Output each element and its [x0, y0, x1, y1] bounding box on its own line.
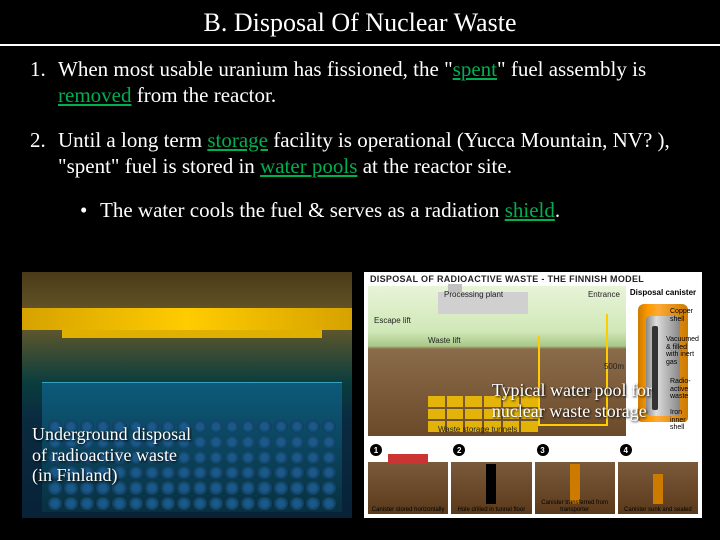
bullet-text: The water cools the fuel & serves as a r…	[100, 197, 690, 223]
label-copper: Copper shell	[670, 308, 696, 323]
step-number: 2	[453, 444, 465, 456]
canister-title: Disposal canister	[628, 286, 698, 297]
crane-beam	[22, 308, 352, 330]
keyword-waterpools: water pools	[260, 154, 357, 178]
step-caption: Canister transferred from transporter	[537, 500, 613, 513]
item-number: 1.	[30, 56, 58, 109]
step-4: 4 Canister sunk and sealed	[618, 442, 698, 514]
step-1: 1 Canister stored horizontally	[368, 442, 448, 514]
keyword-storage: storage	[207, 128, 268, 152]
truck-icon	[388, 454, 428, 464]
list-item-1: 1. When most usable uranium has fissione…	[30, 56, 690, 109]
step-number: 1	[370, 444, 382, 456]
figures-area: Underground disposal of radioactive wast…	[22, 272, 702, 532]
content-area: 1. When most usable uranium has fissione…	[0, 46, 720, 223]
bullet-item: • The water cools the fuel & serves as a…	[80, 197, 690, 223]
label-escape: Escape lift	[374, 316, 411, 325]
step-2: 2 Hole drilled in tunnel floor	[451, 442, 531, 514]
step-number: 4	[620, 444, 632, 456]
bullet-mark: •	[80, 197, 100, 223]
canister-drop-icon	[570, 464, 580, 504]
label-storage-tunnels: Waste storage tunnels	[438, 425, 517, 434]
keyword-shield: shield	[505, 198, 555, 222]
sealed-icon	[653, 474, 663, 504]
label-vacuum: Vacuumed & filled with inert gas	[666, 336, 696, 367]
hole-icon	[486, 464, 496, 504]
label-processing: Processing plant	[444, 290, 503, 299]
label-depth: 500m	[604, 362, 624, 371]
label-iron: Iron inner shell	[670, 409, 696, 432]
keyword-spent: spent	[453, 57, 497, 81]
list-item-2: 2. Until a long term storage facility is…	[30, 127, 690, 180]
step-number: 3	[537, 444, 549, 456]
label-entrance: Entrance	[588, 290, 620, 299]
step-3: 3 Canister transferred from transporter	[535, 442, 615, 514]
label-wastelift: Waste lift	[428, 336, 461, 345]
pool-photo: Underground disposal of radioactive wast…	[22, 272, 352, 518]
step-caption: Canister sunk and sealed	[620, 507, 696, 513]
label-radioactive: Radio-active waste	[670, 378, 696, 401]
photo-caption: Underground disposal of radioactive wast…	[32, 424, 191, 486]
step-caption: Hole drilled in tunnel floor	[453, 507, 529, 513]
keyword-removed: removed	[58, 83, 131, 107]
item-text: When most usable uranium has fissioned, …	[58, 56, 690, 109]
item-number: 2.	[30, 127, 58, 180]
slide-title: B. Disposal Of Nuclear Waste	[0, 0, 720, 46]
step-caption: Canister stored horizontally	[370, 507, 446, 513]
item-text: Until a long term storage facility is op…	[58, 127, 690, 180]
crane-beam-2	[62, 330, 322, 338]
canister-rod	[652, 326, 658, 410]
diagram-title: DISPOSAL OF RADIOACTIVE WASTE - THE FINN…	[370, 274, 644, 284]
step-panels: 1 Canister stored horizontally 2 Hole dr…	[368, 442, 698, 514]
diagram-caption: Typical water pool for nuclear waste sto…	[492, 380, 652, 421]
